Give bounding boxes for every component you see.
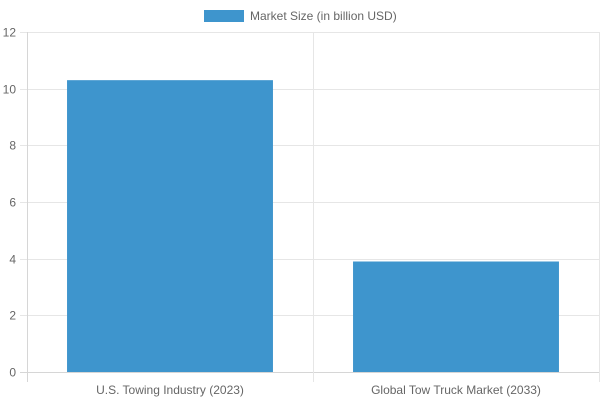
- x-axis: U.S. Towing Industry (2023) Global Tow Tr…: [96, 383, 541, 397]
- y-axis: 0 2 4 6 8 10 12: [3, 26, 17, 380]
- y-tick-label: 6: [9, 196, 16, 210]
- legend-label: Market Size (in billion USD): [250, 9, 397, 23]
- x-tick-label: Global Tow Truck Market (2033): [371, 383, 541, 397]
- legend[interactable]: Market Size (in billion USD): [204, 9, 397, 23]
- y-tick-label: 0: [9, 366, 16, 380]
- y-tick-label: 12: [3, 26, 17, 40]
- y-tick-label: 2: [9, 309, 16, 323]
- bars: [67, 80, 559, 373]
- legend-swatch: [204, 10, 244, 22]
- y-tick-label: 10: [3, 83, 17, 97]
- x-tick-label: U.S. Towing Industry (2023): [96, 383, 244, 397]
- bar[interactable]: [67, 80, 273, 373]
- y-tick-label: 8: [9, 139, 16, 153]
- bar[interactable]: [353, 261, 559, 373]
- y-tick-label: 4: [9, 253, 16, 267]
